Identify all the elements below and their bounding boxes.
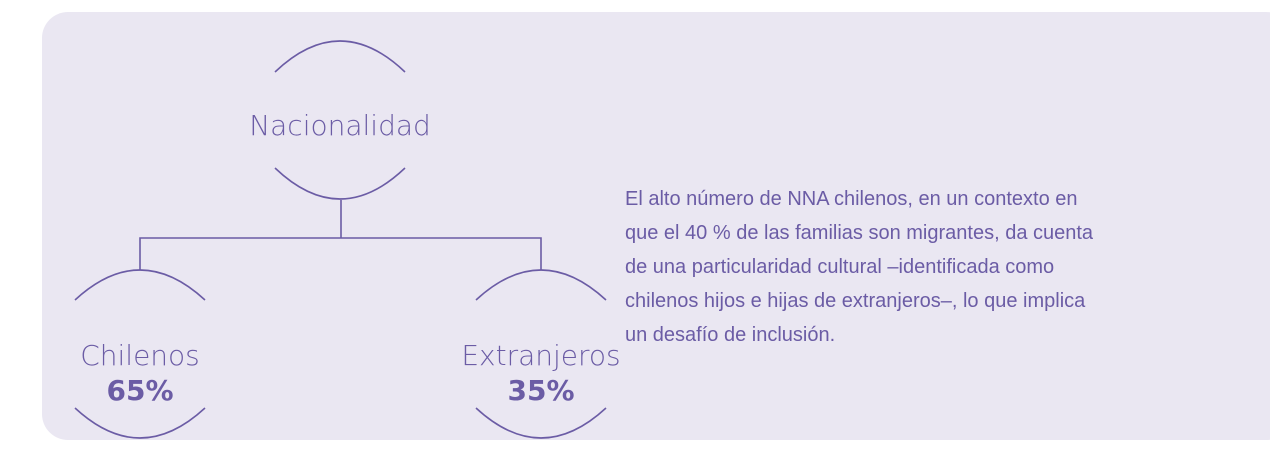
arc bbox=[74, 269, 206, 301]
description-line: un desafío de inclusión. bbox=[625, 324, 835, 346]
arc bbox=[475, 269, 607, 301]
arc bbox=[274, 40, 406, 73]
description-line: chilenos hijos e hijas de extranjeros–, … bbox=[625, 290, 1086, 312]
description-line: de una particularidad cultural –identifi… bbox=[625, 256, 1054, 278]
description-line: que el 40 % de las familias son migrante… bbox=[625, 222, 1094, 244]
node-label: Chilenos bbox=[80, 339, 200, 372]
node-label: Extranjeros bbox=[461, 339, 620, 372]
connector bbox=[139, 200, 542, 270]
description-line: El alto número de NNA chilenos, en un co… bbox=[625, 188, 1078, 210]
node-value: 65% bbox=[106, 374, 173, 407]
root-label: Nacionalidad bbox=[249, 109, 431, 142]
arc bbox=[274, 167, 406, 200]
arc bbox=[74, 407, 206, 439]
panel bbox=[42, 12, 1270, 440]
arc bbox=[475, 407, 607, 439]
description: El alto número de NNA chilenos, en un co… bbox=[625, 188, 1094, 346]
node-value: 35% bbox=[507, 374, 574, 407]
